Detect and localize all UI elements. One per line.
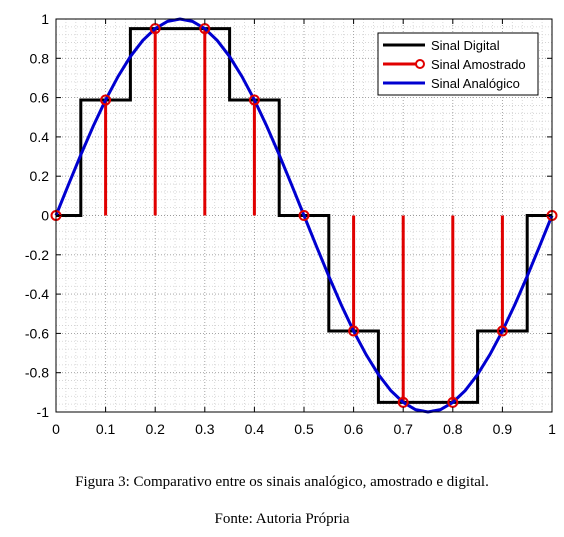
y-tick-label: 0.8 — [30, 50, 50, 66]
y-tick-label: -1 — [37, 404, 50, 420]
y-tick-label: 0.2 — [30, 168, 50, 184]
series-amostrado-marker — [397, 396, 409, 408]
y-tick-label: 0.4 — [30, 129, 50, 145]
x-tick-label: 0 — [52, 421, 60, 437]
legend-marker-amostrado — [415, 59, 425, 69]
y-tick-label: 1 — [41, 11, 49, 27]
series-amostrado-marker — [348, 325, 360, 337]
y-tick-label: -0.6 — [25, 325, 49, 341]
chart: 0 0.1 0.2 0.3 0.4 0.5 0.6 0.7 0.8 0.9 1 1 0.8 0.6 0.4… — [25, 11, 558, 437]
series-layer — [50, 17, 558, 414]
x-tick-label: 0.2 — [145, 421, 165, 437]
y-tick-label: 0 — [41, 208, 49, 224]
y-tick-label: -0.2 — [25, 247, 49, 263]
x-tick-label: 0.5 — [294, 421, 314, 437]
x-tick-labels: 0 0.1 0.2 0.3 0.4 0.5 0.6 0.7 0.8 0.9 1 — [52, 421, 556, 437]
x-tick-label: 0.4 — [245, 421, 265, 437]
y-tick-label: -0.4 — [25, 286, 49, 302]
series-amostrado-marker — [100, 94, 112, 106]
x-tick-label: 0.6 — [344, 421, 364, 437]
y-tick-labels: 1 0.8 0.6 0.4 0.2 0 -0.2 -0.4 -0.6 -0.8 -1 — [25, 11, 49, 420]
y-tick-label: 0.6 — [30, 90, 50, 106]
x-tick-label: 0.1 — [96, 421, 116, 437]
x-tick-label: 0.3 — [195, 421, 215, 437]
series-amostrado-marker — [447, 396, 459, 408]
y-tick-label: -0.8 — [25, 365, 49, 381]
series-amostrado-marker — [199, 23, 211, 35]
x-tick-label: 1 — [548, 421, 556, 437]
x-tick-label: 0.9 — [493, 421, 513, 437]
minor-grid — [56, 19, 552, 412]
axis-ticks — [55, 18, 553, 413]
figure-caption: Figura 3: Comparativo entre os sinais an… — [75, 474, 489, 490]
source-caption: Fonte: Autoria Própria — [214, 511, 350, 527]
x-tick-label: 0.7 — [393, 421, 413, 437]
series-amostrado-marker — [149, 23, 161, 35]
x-tick-label: 0.8 — [443, 421, 463, 437]
series-amostrado-marker — [496, 325, 508, 337]
legend-label-digital: Sinal Digital — [431, 38, 500, 53]
legend-label-amostrado: Sinal Amostrado — [431, 57, 526, 72]
legend-label-analogico: Sinal Analógico — [431, 76, 520, 91]
series-amostrado-marker — [298, 210, 310, 221]
legend: Sinal Digital Sinal Amostrado Sinal Anal… — [377, 32, 539, 96]
series-amostrado-marker — [248, 94, 260, 106]
series-analogico-line — [54, 17, 554, 414]
